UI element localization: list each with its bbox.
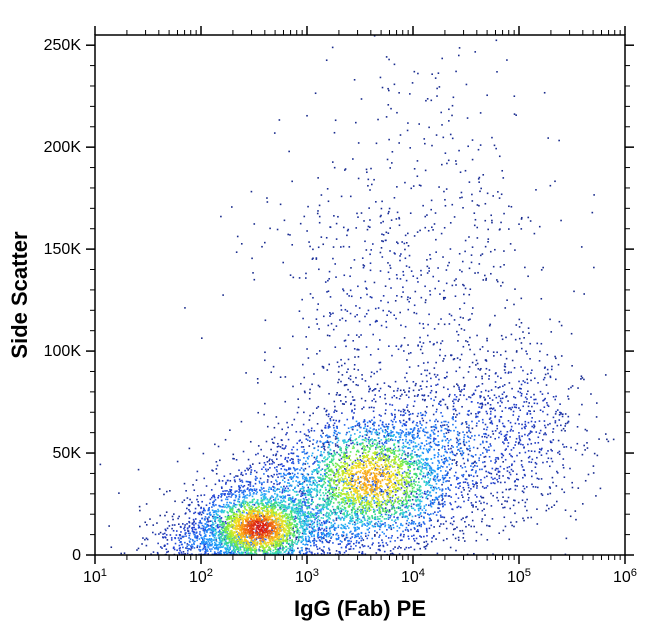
flow-cytometry-scatter: 050K100K150K200K250K101102103104105106Si…: [0, 0, 653, 641]
chart-svg: 050K100K150K200K250K101102103104105106Si…: [0, 0, 653, 641]
